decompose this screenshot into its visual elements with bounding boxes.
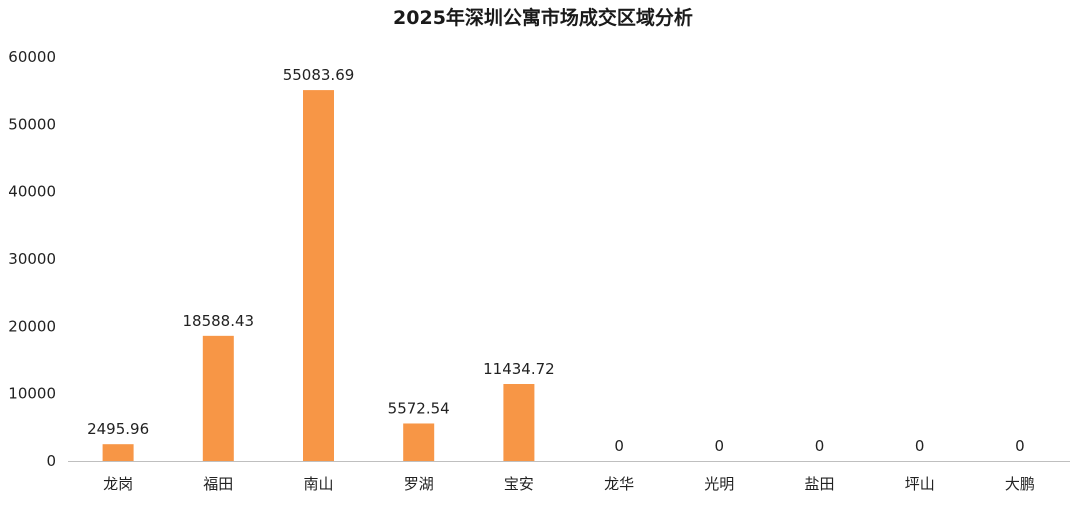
chart-title: 2025年深圳公寓市场成交区域分析 [393, 6, 693, 29]
x-category-label: 盐田 [804, 475, 834, 493]
y-tick-label: 40000 [8, 183, 56, 201]
y-tick-label: 0 [46, 452, 56, 470]
y-axis: 0 10000 20000 30000 40000 50000 60000 [8, 48, 56, 470]
bar [403, 423, 435, 461]
x-category-label: 南山 [303, 475, 333, 493]
x-category-label: 宝安 [504, 475, 534, 493]
data-label: 0 [715, 437, 725, 455]
x-category-label: 龙岗 [103, 475, 133, 493]
x-category-label: 光明 [704, 475, 734, 493]
y-tick-label: 60000 [8, 48, 56, 66]
y-tick-label: 10000 [8, 385, 56, 403]
data-label: 0 [1015, 437, 1025, 455]
bars [102, 90, 535, 462]
x-category-label: 罗湖 [404, 475, 434, 493]
bar [202, 335, 234, 461]
data-label: 11434.72 [483, 360, 555, 378]
bar [303, 90, 334, 462]
x-category-label: 福田 [203, 475, 233, 493]
x-category-label: 龙华 [604, 475, 634, 493]
data-labels: 2495.96 18588.43 55083.69 5572.54 11434.72 0 0… [87, 66, 1025, 455]
x-category-label: 坪山 [905, 475, 935, 493]
data-label: 0 [915, 437, 925, 455]
data-label: 5572.54 [388, 399, 450, 417]
bar [503, 384, 535, 461]
y-tick-label: 30000 [8, 250, 56, 268]
data-label: 18588.43 [183, 312, 255, 330]
y-tick-label: 50000 [8, 115, 56, 133]
x-axis: 龙岗 福田 南山 罗湖 宝安 龙华 光明 盐田 坪山 大鹏 [68, 461, 1070, 493]
bar [102, 444, 134, 461]
data-label: 0 [614, 437, 624, 455]
data-label: 2495.96 [87, 420, 149, 438]
data-label: 0 [815, 437, 825, 455]
data-label: 55083.69 [283, 66, 355, 84]
y-tick-label: 20000 [8, 317, 56, 335]
x-category-label: 大鹏 [1005, 475, 1035, 493]
